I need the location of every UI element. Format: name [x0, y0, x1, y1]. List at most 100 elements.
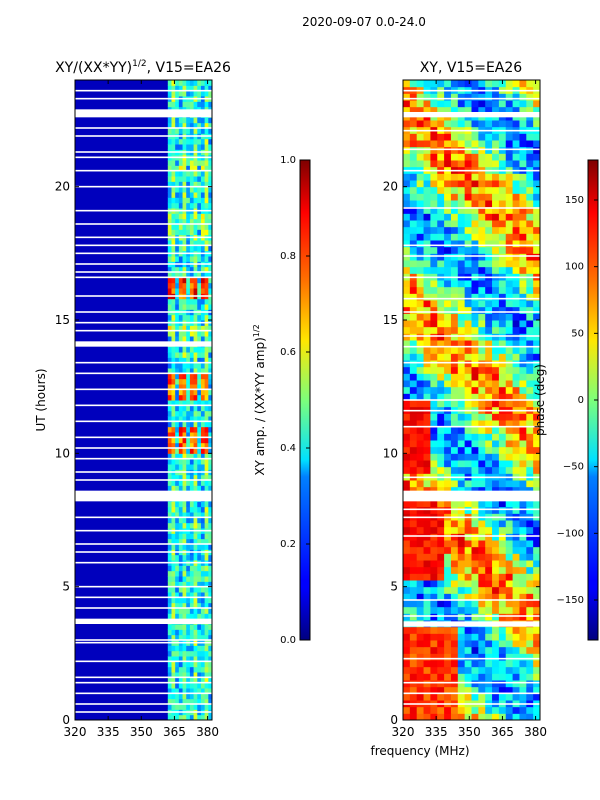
phase-cell: [533, 506, 540, 514]
amplitude-cell: [193, 160, 198, 166]
amplitude-cell: [186, 346, 191, 353]
amplitude-cell: [200, 202, 206, 209]
amplitude-cell: [167, 677, 172, 684]
amplitude-cell: [175, 586, 180, 593]
phase-cell: [512, 140, 520, 148]
phase-cell: [403, 486, 411, 494]
amplitude-cell: [178, 634, 184, 641]
amplitude-cell: [182, 218, 187, 225]
amplitude-cell: [171, 464, 176, 470]
phase-cell: [450, 333, 459, 341]
amplitude-cell: [197, 122, 202, 129]
phase-cell: [485, 560, 493, 568]
phase-cell: [471, 120, 479, 128]
phase-cell: [478, 400, 486, 408]
phase-cell: [512, 446, 520, 454]
phase-cell: [403, 293, 411, 301]
phase-cell: [416, 353, 425, 361]
phase-cell: [416, 133, 425, 141]
phase-cell: [423, 653, 431, 661]
phase-cell: [533, 560, 540, 568]
phase-cell: [526, 133, 534, 141]
amplitude-cell: [171, 224, 176, 230]
phase-cell: [478, 340, 486, 348]
phase-cell: [416, 266, 425, 274]
amplitude-cell: [175, 384, 180, 390]
amplitude-cell: [175, 442, 180, 449]
amplitude-cell: [197, 522, 202, 529]
phase-cell: [457, 200, 466, 208]
phase-cell: [533, 240, 540, 248]
phase-cell: [430, 600, 438, 608]
phase-cell: [416, 233, 425, 241]
phase-cell: [471, 480, 479, 488]
phase-cell: [416, 173, 425, 181]
phase-cell: [409, 153, 418, 161]
amplitude-cell: [186, 128, 191, 134]
phase-cell: [457, 93, 466, 101]
phase-cell: [471, 680, 479, 688]
phase-cell: [471, 546, 479, 554]
phase-cell: [464, 153, 472, 161]
phase-cell: [471, 133, 479, 141]
phase-cell: [526, 400, 534, 408]
amplitude-cell: [197, 266, 202, 273]
phase-cell: [505, 586, 514, 594]
phase-cell: [478, 646, 486, 654]
phase-cell: [485, 193, 493, 201]
amplitude-cell: [171, 192, 176, 198]
phase-cell: [485, 153, 493, 161]
phase-cell: [512, 626, 520, 634]
phase-cell: [533, 713, 540, 720]
amplitude-cell: [182, 506, 187, 513]
phase-cell: [430, 566, 438, 574]
amplitude-cell: [175, 346, 180, 353]
amplitude-cell: [197, 352, 202, 358]
phase-cell: [423, 80, 431, 88]
amplitude-cell: [189, 160, 195, 166]
phase-cell: [519, 233, 527, 241]
phase-cell: [512, 560, 520, 568]
phase-cell: [471, 320, 479, 328]
amplitude-cell: [200, 405, 206, 412]
phase-cell: [403, 333, 411, 341]
amplitude-cell: [189, 650, 195, 657]
amplitude-cell: [197, 192, 202, 198]
phase-cell: [519, 153, 527, 161]
phase-cell: [478, 413, 486, 421]
amplitude-cell: [193, 453, 198, 460]
amplitude-cell: [197, 512, 202, 518]
phase-cell: [478, 106, 486, 114]
phase-cell: [403, 426, 411, 434]
phase-cell: [492, 486, 500, 494]
amplitude-cell: [189, 448, 195, 454]
amplitude-cell: [193, 517, 198, 524]
phase-cell: [457, 526, 466, 534]
phase-cell: [505, 633, 514, 641]
amplitude-cell: [189, 672, 195, 678]
phase-cell: [409, 666, 418, 674]
phase-cell: [423, 293, 431, 301]
amplitude-cell: [189, 688, 195, 694]
amplitude-cell: [200, 101, 206, 108]
phase-cell: [526, 693, 534, 701]
phase-cell: [519, 186, 527, 194]
amplitude-cell: [189, 554, 195, 561]
amplitude-cell: [182, 538, 187, 545]
phase-cell: [485, 546, 493, 554]
phase-cell: [505, 453, 514, 461]
phase-cell: [519, 533, 527, 541]
phase-cell: [478, 713, 486, 720]
amplitude-cell: [175, 176, 180, 182]
phase-cell: [498, 400, 507, 408]
phase-cell: [533, 333, 540, 341]
amplitude-cell: [197, 272, 202, 278]
phase-cell: [492, 600, 500, 608]
phase-cell: [457, 646, 466, 654]
amplitude-cell: [204, 554, 209, 561]
phase-cell: [403, 440, 411, 448]
phase-cell: [492, 160, 500, 168]
amplitude-cell: [171, 213, 176, 220]
phase-cell: [519, 673, 527, 681]
phase-cell: [437, 300, 445, 308]
